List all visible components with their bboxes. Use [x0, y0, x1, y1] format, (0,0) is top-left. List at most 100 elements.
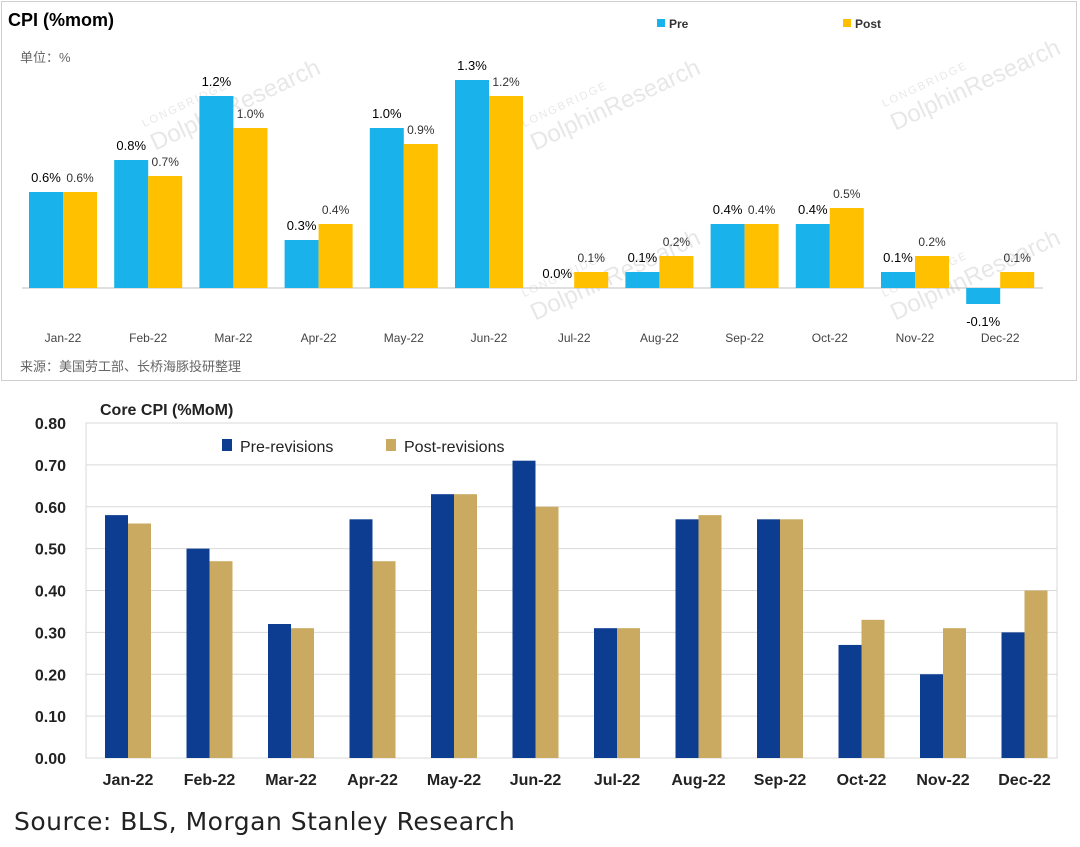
- data-label-pre-aug-22: 0.1%: [628, 250, 658, 265]
- bar-pre-feb-22: [114, 160, 149, 288]
- data-label-pre-feb-22: 0.8%: [116, 138, 146, 153]
- bar-pre-revisions-dec-22: [1001, 632, 1025, 758]
- bar-post-oct-22: [829, 208, 864, 288]
- x-tick-oct-22: Oct-22: [837, 772, 887, 789]
- data-label-post-feb-22: 0.7%: [152, 155, 180, 169]
- data-label-post-jul-22: 0.1%: [578, 251, 606, 265]
- bar-pre-mar-22: [199, 96, 234, 288]
- bar-pre-jun-22: [455, 80, 489, 288]
- legend-label-post: Post: [855, 17, 881, 31]
- data-label-pre-oct-22: 0.4%: [798, 202, 828, 217]
- bar-pre-revisions-jun-22: [512, 460, 536, 758]
- bar-pre-revisions-nov-22: [920, 674, 943, 758]
- x-tick-dec-22: Dec-22: [981, 331, 1020, 345]
- y-tick-3: 0.30: [35, 625, 66, 642]
- legend-swatch-pre: [657, 19, 665, 27]
- x-tick-nov-22: Nov-22: [916, 772, 969, 789]
- bar-post-revisions-aug-22: [698, 515, 722, 758]
- data-label-pre-jun-22: 1.3%: [457, 58, 487, 73]
- bar-pre-may-22: [369, 128, 404, 288]
- core-cpi-chart: 0.00 0.10 0.20 0.30 0.40 0.50 0.60 0.70 0.80 Core…: [35, 402, 1058, 789]
- bar-pre-revisions-may-22: [431, 494, 454, 758]
- bar-post-jan-22: [63, 192, 97, 288]
- bar-pre-revisions-feb-22: [186, 548, 210, 758]
- bar-post-revisions-jul-22: [617, 628, 640, 758]
- y-tick-5: 0.50: [35, 542, 66, 559]
- bar-pre-nov-22: [881, 272, 915, 288]
- x-tick-oct-22: Oct-22: [812, 331, 848, 345]
- y-tick-2: 0.20: [35, 667, 66, 684]
- bar-post-revisions-dec-22: [1024, 590, 1048, 758]
- x-tick-jun-22: Jun-22: [471, 331, 508, 345]
- cpi-chart-frame: [1, 1, 1077, 381]
- x-tick-jun-22: Jun-22: [510, 772, 562, 789]
- x-tick-feb-22: Feb-22: [184, 772, 236, 789]
- bar-pre-sep-22: [710, 224, 745, 288]
- x-tick-feb-22: Feb-22: [129, 331, 167, 345]
- bar-pre-aug-22: [625, 272, 660, 288]
- bar-post-aug-22: [659, 256, 694, 288]
- bar-post-revisions-oct-22: [861, 619, 885, 758]
- data-label-post-sep-22: 0.4%: [748, 203, 776, 217]
- x-tick-jan-22: Jan-22: [103, 772, 154, 789]
- x-tick-apr-22: Apr-22: [301, 331, 337, 345]
- bar-post-revisions-apr-22: [372, 561, 396, 758]
- y-tick-6: 0.60: [35, 500, 66, 517]
- data-label-pre-dec-22: -0.1%: [966, 314, 1000, 329]
- bar-post-mar-22: [233, 128, 268, 288]
- bar-post-dec-22: [1000, 272, 1035, 288]
- data-label-post-oct-22: 0.5%: [833, 187, 861, 201]
- bar-post-jun-22: [489, 96, 523, 288]
- data-label-post-jun-22: 1.2%: [492, 75, 520, 89]
- x-tick-mar-22: Mar-22: [265, 772, 317, 789]
- data-label-pre-jan-22: 0.6%: [31, 170, 61, 185]
- core-cpi-source: Source: BLS, Morgan Stanley Research: [14, 807, 516, 836]
- y-tick-7: 0.70: [35, 458, 66, 475]
- data-label-pre-sep-22: 0.4%: [713, 202, 743, 217]
- chart-title: CPI (%mom): [8, 10, 114, 30]
- x-tick-sep-22: Sep-22: [754, 772, 807, 789]
- bar-post-feb-22: [148, 176, 183, 288]
- bar-post-nov-22: [915, 256, 949, 288]
- data-label-pre-nov-22: 0.1%: [883, 250, 913, 265]
- data-label-post-jan-22: 0.6%: [66, 171, 94, 185]
- chart-title: Core CPI (%MoM): [100, 402, 233, 419]
- x-tick-nov-22: Nov-22: [896, 331, 935, 345]
- bar-post-revisions-mar-22: [291, 628, 314, 758]
- bar-post-sep-22: [744, 224, 779, 288]
- bar-post-jul-22: [574, 272, 609, 288]
- legend-swatch-post-revisions: [386, 439, 396, 451]
- data-label-post-mar-22: 1.0%: [237, 107, 265, 121]
- x-tick-apr-22: Apr-22: [347, 772, 398, 789]
- bar-post-revisions-nov-22: [943, 628, 966, 758]
- x-tick-mar-22: Mar-22: [214, 331, 252, 345]
- bar-post-may-22: [403, 144, 438, 288]
- x-tick-sep-22: Sep-22: [725, 331, 764, 345]
- x-tick-may-22: May-22: [384, 331, 424, 345]
- data-label-pre-jul-22: 0.0%: [542, 266, 572, 281]
- y-tick-4: 0.40: [35, 584, 66, 601]
- x-tick-jul-22: Jul-22: [594, 772, 640, 789]
- x-tick-jan-22: Jan-22: [45, 331, 82, 345]
- data-label-post-apr-22: 0.4%: [322, 203, 350, 217]
- legend-label-pre: Pre: [669, 17, 689, 31]
- data-label-pre-apr-22: 0.3%: [287, 218, 317, 233]
- bar-pre-revisions-aug-22: [675, 519, 699, 758]
- bar-pre-apr-22: [284, 240, 319, 288]
- bar-post-revisions-jun-22: [535, 506, 559, 758]
- bar-post-revisions-sep-22: [780, 519, 803, 758]
- bar-pre-revisions-apr-22: [349, 519, 373, 758]
- chart-source: 来源：美国劳工部、长桥海豚投研整理: [20, 359, 241, 374]
- x-tick-jul-22: Jul-22: [558, 331, 591, 345]
- y-tick-1: 0.10: [35, 709, 66, 726]
- x-tick-may-22: May-22: [427, 772, 481, 789]
- legend-swatch-pre-revisions: [222, 439, 232, 451]
- unit-note: 单位：%: [20, 50, 71, 65]
- x-tick-dec-22: Dec-22: [998, 772, 1051, 789]
- data-label-post-aug-22: 0.2%: [663, 235, 691, 249]
- y-tick-0: 0.00: [35, 751, 66, 768]
- legend-swatch-post: [843, 19, 851, 27]
- bar-post-revisions-may-22: [454, 494, 477, 758]
- legend-label-pre-revisions: Pre-revisions: [240, 439, 333, 456]
